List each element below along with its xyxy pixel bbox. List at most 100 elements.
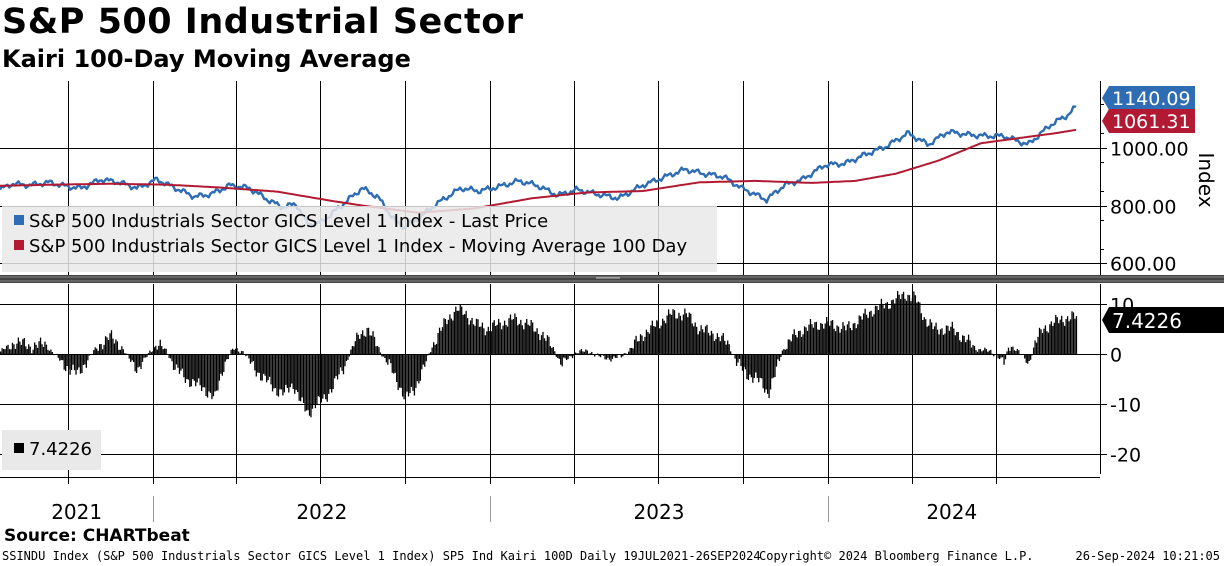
kairi-bar bbox=[1004, 354, 1007, 360]
kairi-bar bbox=[800, 336, 803, 354]
kairi-bar bbox=[1040, 329, 1042, 354]
kairi-bar bbox=[975, 350, 977, 354]
footer-copyright: Copyright© 2024 Bloomberg Finance L.P. bbox=[759, 549, 1034, 563]
kairi-bar bbox=[211, 354, 213, 400]
kairi-bar bbox=[65, 354, 67, 372]
kairi-bar bbox=[87, 354, 89, 361]
kairi-bar bbox=[830, 320, 832, 354]
last-price-value-label: 1140.09 bbox=[1112, 88, 1191, 110]
kairi-bar bbox=[565, 354, 568, 361]
kairi-bar bbox=[19, 341, 21, 354]
kairi-bar bbox=[152, 351, 154, 354]
x-tick-label: 2021 bbox=[51, 500, 102, 524]
kairi-bar bbox=[642, 341, 645, 354]
kairi-bar bbox=[691, 323, 693, 354]
kairi-bar bbox=[759, 354, 761, 378]
kairi-bar bbox=[382, 354, 385, 357]
kairi-bar bbox=[629, 347, 631, 354]
kairi-bar bbox=[645, 329, 648, 354]
kairi-bar bbox=[379, 352, 382, 354]
kairi-bar bbox=[805, 327, 807, 354]
kairi-bar bbox=[190, 354, 192, 387]
kairi-bar bbox=[647, 331, 649, 354]
kairi-bar bbox=[601, 354, 603, 355]
kairi-bar bbox=[926, 326, 928, 354]
kairi-bar bbox=[826, 317, 828, 354]
kairi-bar bbox=[626, 354, 628, 355]
kairi-bar bbox=[631, 347, 633, 354]
kairi-bar bbox=[333, 354, 336, 379]
y-tick-label: 1000.00 bbox=[1110, 139, 1189, 161]
kairi-bar bbox=[28, 344, 30, 354]
kairi-bar bbox=[381, 354, 383, 357]
kairi-bar bbox=[732, 354, 735, 355]
kairi-bar bbox=[871, 316, 874, 354]
kairi-bar bbox=[846, 324, 849, 354]
kairi-bar bbox=[344, 354, 346, 367]
kairi-bar bbox=[230, 349, 232, 354]
kairi-bar bbox=[88, 354, 90, 356]
kairi-bar bbox=[628, 351, 630, 354]
kairi-bar bbox=[1068, 321, 1070, 354]
kairi-bar bbox=[537, 334, 540, 354]
kairi-bar bbox=[657, 321, 659, 354]
kairi-bar bbox=[291, 354, 293, 384]
kairi-bar bbox=[484, 335, 487, 354]
kairi-bar bbox=[831, 320, 834, 354]
kairi-bar bbox=[22, 339, 24, 354]
kairi-bar bbox=[635, 335, 637, 354]
kairi-bar bbox=[656, 320, 658, 354]
kairi-bar bbox=[910, 301, 912, 354]
kairi-bar bbox=[970, 347, 973, 354]
kairi-bar bbox=[923, 317, 925, 354]
kairi-bar bbox=[811, 324, 813, 354]
kairi-bar bbox=[554, 351, 556, 354]
kairi-bar bbox=[916, 302, 918, 354]
kairi-bar bbox=[623, 353, 625, 354]
kairi-bar bbox=[44, 341, 46, 354]
kairi-bar bbox=[332, 354, 334, 390]
kairi-bar bbox=[894, 303, 896, 354]
x-tick-label: 2022 bbox=[296, 500, 347, 524]
kairi-bar bbox=[818, 329, 820, 354]
kairi-bar bbox=[317, 354, 320, 397]
kairi-bar bbox=[302, 354, 305, 403]
kairi-bar bbox=[679, 315, 682, 354]
kairi-bar bbox=[96, 348, 98, 354]
kairi-bar bbox=[295, 354, 297, 390]
kairi-bar bbox=[206, 354, 209, 398]
y-tick-label: -20 bbox=[1110, 445, 1141, 467]
kairi-bar bbox=[85, 354, 88, 368]
kairi-bar bbox=[212, 354, 215, 397]
kairi-bar bbox=[444, 319, 447, 354]
kairi-bar bbox=[273, 354, 275, 389]
kairi-bar bbox=[1041, 332, 1044, 354]
kairi-bar bbox=[879, 304, 881, 354]
kairi-bar bbox=[0, 351, 2, 354]
kairi-bar bbox=[375, 346, 377, 354]
kairi-bar bbox=[200, 354, 203, 392]
kairi-bar bbox=[26, 349, 28, 354]
kairi-bar bbox=[922, 319, 924, 354]
kairi-bar bbox=[1031, 354, 1033, 356]
kairi-bar bbox=[351, 346, 354, 354]
kairi-bar bbox=[99, 344, 101, 354]
kairi-bar bbox=[311, 354, 314, 409]
kairi-bar bbox=[636, 341, 639, 354]
kairi-bar bbox=[905, 300, 908, 354]
kairi-bar bbox=[604, 354, 606, 360]
kairi-bar bbox=[586, 350, 588, 354]
kairi-bar bbox=[415, 354, 417, 388]
kairi-bar bbox=[391, 354, 393, 373]
kairi-bar bbox=[130, 354, 132, 362]
kairi-bar bbox=[1061, 315, 1063, 354]
kairi-bar bbox=[345, 354, 348, 361]
kairi-bar bbox=[957, 331, 959, 354]
kairi-bar bbox=[242, 351, 244, 354]
kairi-bar bbox=[579, 350, 581, 354]
y-tick-label: 0 bbox=[1110, 345, 1122, 367]
kairi-bar bbox=[543, 338, 546, 354]
kairi-bar bbox=[326, 354, 328, 402]
kairi-bar bbox=[990, 349, 992, 354]
